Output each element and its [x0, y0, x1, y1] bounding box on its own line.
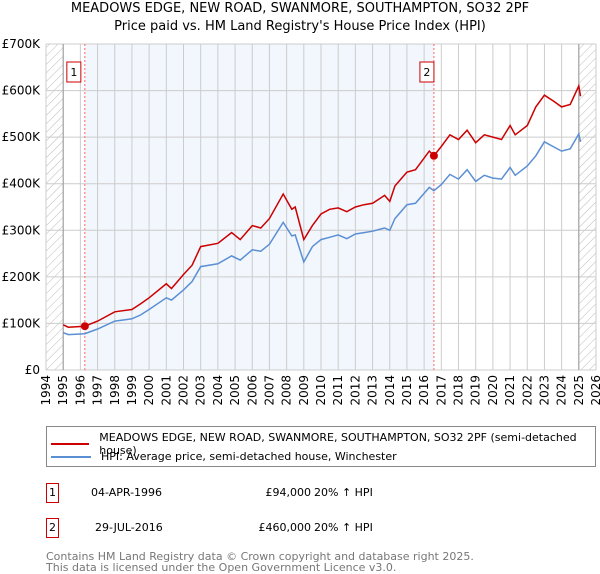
- x-tick-label: 2007: [262, 375, 276, 406]
- x-tick-label: 2025: [572, 375, 586, 406]
- x-tick-label: 2011: [331, 375, 345, 406]
- x-tick-label: 2018: [452, 375, 466, 406]
- x-tick-label: 2004: [211, 375, 225, 406]
- y-tick-label: £200K: [2, 270, 42, 284]
- y-tick-label: £700K: [2, 37, 42, 51]
- x-tick-label: 2026: [589, 375, 600, 406]
- hpi-series-line: [62, 131, 582, 336]
- sale-price: £460,000: [258, 521, 312, 534]
- sale-hpi-change: 20% ↑ HPI: [314, 486, 373, 499]
- sale-date: 04-APR-1996: [91, 486, 163, 499]
- x-tick-label: 2021: [503, 375, 517, 406]
- legend-hpi-label: HPI: Average price, semi-detached house,…: [101, 450, 397, 463]
- x-tick-label: 2010: [314, 375, 328, 406]
- sale-number-badge: 1: [46, 483, 59, 503]
- sale-hpi-change: 20% ↑ HPI: [314, 521, 373, 534]
- x-tick-label: 1997: [91, 375, 105, 406]
- x-tick-label: 2015: [400, 375, 414, 406]
- x-tick-label: 2017: [434, 375, 448, 406]
- legend: MEADOWS EDGE, NEW ROAD, SWANMORE, SOUTHA…: [46, 426, 596, 467]
- x-tick-label: 2002: [177, 375, 191, 406]
- legend-property-swatch: [51, 443, 90, 445]
- sale-label: 1: [70, 66, 77, 79]
- x-tick-label: 2016: [417, 375, 431, 406]
- x-tick-label: 2022: [520, 375, 534, 406]
- x-tick-label: 2008: [280, 375, 294, 406]
- legend-property-label: MEADOWS EDGE, NEW ROAD, SWANMORE, SOUTHA…: [99, 431, 577, 457]
- x-tick-label: 1999: [125, 375, 139, 406]
- x-tick-label: 2001: [159, 375, 173, 406]
- y-tick-label: £300K: [2, 223, 42, 237]
- chart-title: MEADOWS EDGE, NEW ROAD, SWANMORE, SOUTHA…: [70, 1, 530, 16]
- x-tick-label: 2009: [297, 375, 311, 406]
- x-tick-label: 2013: [366, 375, 380, 406]
- y-tick-label: £400K: [2, 177, 42, 191]
- sale-label: 2: [423, 66, 430, 79]
- x-tick-label: 2003: [194, 375, 208, 406]
- y-tick-label: £100K: [2, 316, 42, 330]
- x-tick-label: 1994: [39, 375, 53, 406]
- sale-date: 29-JUL-2016: [95, 521, 163, 534]
- legend-hpi-swatch: [51, 455, 91, 458]
- sale-number-badge: 2: [46, 518, 59, 538]
- footer-licence: This data is licensed under the Open Gov…: [46, 561, 397, 574]
- chart-subtitle: Price paid vs. HM Land Registry's House …: [114, 19, 486, 34]
- footer-copyright: Contains HM Land Registry data © Crown c…: [46, 550, 474, 563]
- y-tick-label: £500K: [2, 130, 42, 144]
- sale-price: £94,000: [265, 486, 312, 499]
- sale-point: [429, 151, 438, 160]
- x-tick-label: 2006: [245, 375, 259, 406]
- x-tick-label: 2020: [486, 375, 500, 406]
- y-tick-label: £600K: [2, 84, 42, 98]
- sale-point: [80, 322, 89, 331]
- x-tick-label: 2005: [228, 375, 242, 406]
- x-tick-label: 1996: [73, 375, 87, 406]
- price-chart: 1994 1995 1996 1997 1998 1999 2000 2001 2002 2003…: [2, 37, 600, 406]
- y-tick-label: £0: [25, 363, 40, 377]
- out-of-range-hatch: [46, 44, 64, 370]
- x-tick-label: 2012: [348, 375, 362, 406]
- x-tick-label: 1995: [56, 375, 70, 406]
- x-tick-label: 2024: [555, 375, 569, 406]
- x-tick-label: 1998: [108, 375, 122, 406]
- ownership-period-shade: [84, 44, 434, 370]
- x-tick-label: 2019: [469, 375, 483, 406]
- sale-label-box: [66, 61, 82, 83]
- footer: Contains HM Land Registry data © Crown c…: [46, 551, 474, 573]
- x-tick-label: 2023: [537, 375, 551, 406]
- out-of-range-hatch: [578, 44, 596, 370]
- x-tick-label: 2000: [142, 375, 156, 406]
- sale-label-box: [419, 61, 435, 83]
- property-series-line: [62, 83, 582, 328]
- x-tick-label: 2014: [383, 375, 397, 406]
